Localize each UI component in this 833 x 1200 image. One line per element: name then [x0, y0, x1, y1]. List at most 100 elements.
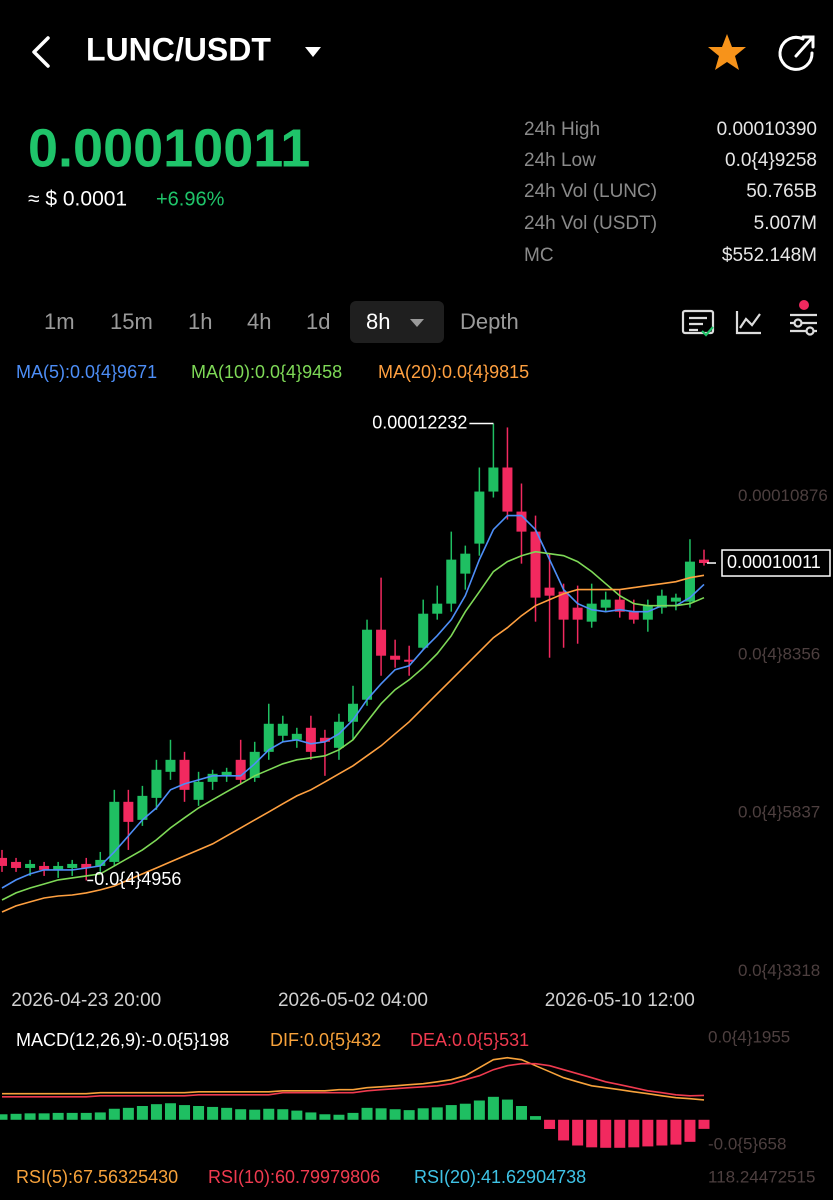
settings-icon[interactable]	[790, 300, 817, 336]
macd-bar	[361, 1107, 373, 1120]
interval-tab[interactable]: 1h	[188, 309, 212, 334]
rsi-legend: RSI(5):67.56325430	[16, 1167, 178, 1187]
candle-body	[348, 703, 358, 722]
x-tick-label: 2026-04-23 20:00	[11, 990, 161, 1011]
interval-tab[interactable]: 4h	[247, 309, 271, 334]
macd-bar	[249, 1109, 261, 1120]
macd-bar	[628, 1119, 640, 1148]
macd-bar	[614, 1119, 626, 1148]
candle-body	[670, 597, 681, 602]
candle-body	[642, 605, 653, 620]
ma-line	[1, 574, 705, 913]
candle-body	[319, 737, 330, 742]
macd-bar	[389, 1109, 401, 1120]
candle-body	[656, 595, 667, 608]
candle-body	[207, 773, 218, 782]
macd-line	[2, 1062, 705, 1098]
share-arc	[778, 35, 814, 71]
candle-body	[109, 801, 120, 862]
candle-body	[291, 733, 302, 740]
stat-label: 24h Vol (USDT)	[524, 213, 657, 234]
interval-tab-selected[interactable]: 8h	[366, 309, 390, 334]
ma-line	[1, 514, 705, 889]
macd-bar	[375, 1108, 387, 1120]
macd-bar	[656, 1119, 668, 1146]
legend-entry: MA(5):0.0{4}9671	[16, 362, 157, 382]
back-button[interactable]	[32, 36, 50, 68]
interval-tab[interactable]: 1m	[44, 309, 75, 334]
macd-bar	[417, 1108, 429, 1120]
depth-tab[interactable]: Depth	[460, 309, 519, 334]
macd-bar	[235, 1109, 247, 1120]
macd-bar	[94, 1112, 106, 1120]
tab-selected-bg	[350, 301, 444, 343]
macd-bar	[642, 1119, 654, 1147]
high-label: 0.00012232	[372, 412, 467, 432]
legend-entry: MA(20):0.0{4}9815	[378, 362, 529, 382]
legend-entry: DIF:0.0{5}432	[270, 1030, 381, 1050]
x-tick-label: 2026-05-02 04:00	[278, 990, 428, 1011]
macd-bar	[122, 1107, 134, 1120]
pair-title[interactable]: LUNC/USDT	[86, 31, 271, 67]
notification-dot	[799, 300, 809, 310]
icon-knob	[793, 318, 803, 328]
candle-body	[137, 795, 148, 820]
interval-tab[interactable]: 15m	[110, 309, 153, 334]
macd-bar	[684, 1119, 696, 1142]
macd-bar	[305, 1112, 317, 1120]
stat-value: 0.00010390	[717, 119, 817, 140]
macd-bar	[179, 1105, 191, 1120]
price-change: +6.96%	[156, 188, 225, 210]
macd-bar	[586, 1119, 598, 1148]
icon-lines	[689, 316, 707, 332]
interval-tab[interactable]: 1d	[306, 309, 330, 334]
macd-bar	[347, 1112, 359, 1120]
stat-value: 0.0{4}9258	[725, 150, 817, 171]
candle-body	[684, 561, 695, 602]
macd-bar	[572, 1119, 584, 1146]
indicator-icon[interactable]	[735, 311, 761, 335]
candle-body	[516, 511, 527, 532]
macd-bar	[473, 1100, 485, 1120]
candle-body	[81, 863, 92, 868]
tab-dropdown	[410, 319, 424, 327]
macd-bar	[0, 1114, 8, 1120]
macd-bar	[207, 1106, 219, 1120]
candle-body	[39, 865, 50, 870]
macd-bar	[38, 1113, 50, 1120]
candle-body	[53, 865, 64, 870]
macd-line	[2, 1056, 705, 1101]
stat-label: 24h High	[524, 119, 600, 140]
rsi-legend: RSI(10):60.79979806	[208, 1167, 380, 1187]
stat-value: 5.007M	[754, 213, 817, 234]
macd-bar	[291, 1110, 303, 1120]
stat-label: MC	[524, 245, 554, 266]
candle-body	[25, 863, 36, 868]
candle-body	[123, 801, 134, 822]
share-button[interactable]	[778, 35, 815, 71]
candle-body	[376, 629, 387, 656]
x-tick-label: 2026-05-10 12:00	[545, 990, 695, 1011]
macd-bar	[10, 1113, 22, 1120]
last-price: 0.00010011	[28, 118, 310, 178]
candle-body	[390, 655, 401, 660]
macd-bar	[459, 1103, 471, 1120]
candle-body	[362, 629, 373, 700]
candle-body	[151, 769, 162, 798]
candle-body	[11, 861, 22, 868]
macd-bar	[530, 1116, 542, 1120]
candle-body	[488, 467, 499, 492]
low-label: 0.0{4}4956	[94, 869, 181, 889]
rsi-axis-label: 118.24472515	[708, 1167, 815, 1186]
orders-icon[interactable]	[681, 309, 715, 337]
favorite-star[interactable]	[708, 34, 746, 70]
icon-line	[739, 313, 761, 329]
macd-bar	[445, 1105, 457, 1120]
macd-bar	[108, 1108, 120, 1120]
candle-body	[572, 607, 583, 620]
candle-body	[235, 759, 246, 780]
macd-bar	[403, 1110, 415, 1120]
pair-dropdown[interactable]	[305, 47, 321, 57]
